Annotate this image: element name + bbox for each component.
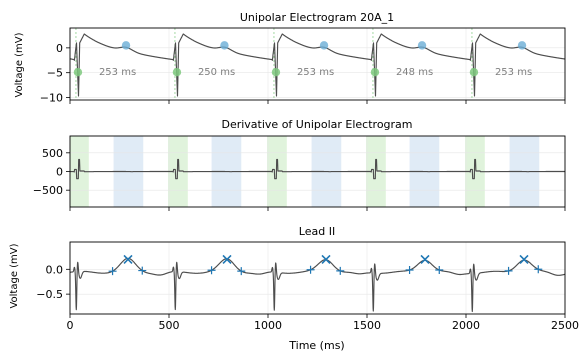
t-window-marker	[336, 266, 345, 275]
derivative-trace	[69, 158, 566, 180]
repolarization-marker	[220, 41, 229, 50]
interval-label: 253 ms	[99, 67, 136, 78]
repolarization-marker	[121, 41, 131, 50]
lead-ii-x-axis: 0 500 1000 1500 2000 2500	[67, 314, 579, 332]
lead-ii-trace	[69, 257, 566, 313]
t-peak-marker	[321, 254, 331, 264]
lead-ii-grid	[69, 242, 566, 314]
y-tick-label: −0.5	[36, 288, 63, 301]
interval-label: 248 ms	[396, 67, 433, 78]
t-window-marker	[138, 266, 147, 275]
t-peak-marker	[222, 254, 232, 264]
lead-ii-frame	[69, 241, 566, 315]
t-window-marker	[207, 266, 216, 275]
activation-marker	[172, 68, 182, 77]
repolarization-marker	[319, 41, 329, 50]
x-tick-label: 1500	[353, 319, 381, 332]
t-window-marker	[237, 267, 246, 276]
y-tick-label: −5	[47, 67, 63, 80]
lead-ii-title: Lead II	[299, 225, 335, 238]
y-tick-label: −10	[40, 92, 63, 105]
x-tick-label: 2000	[452, 319, 480, 332]
repolarization-marker	[417, 41, 427, 50]
interval-label: 250 ms	[198, 67, 235, 78]
unipolar-frame	[69, 27, 566, 101]
lead-ii-ylabel: Voltage (mV)	[9, 243, 20, 308]
y-tick-label: 0.0	[46, 263, 64, 276]
t-window-marker	[504, 266, 513, 275]
unipolar-markers-back	[75, 28, 473, 100]
activation-marker	[73, 68, 83, 77]
y-tick-label: 0	[56, 42, 63, 55]
unipolar-y-axis: 0 −5 −10	[40, 42, 70, 105]
unipolar-markers: 253 ms 250 ms 253 ms 248 ms 253 ms	[73, 41, 532, 78]
x-tick-label: 0	[67, 319, 74, 332]
t-window-marker	[108, 267, 117, 276]
x-tick-label: 500	[159, 319, 180, 332]
lead-ii-markers	[108, 254, 543, 276]
unipolar-x-ticks	[69, 100, 566, 104]
unipolar-title: Unipolar Electrogram 20A_1	[240, 11, 394, 24]
t-peak-marker	[420, 254, 430, 264]
y-tick-label: 500	[42, 147, 63, 160]
derivative-y-axis: 500 0 −500	[33, 147, 70, 197]
x-tick-label: 2500	[551, 319, 579, 332]
y-tick-label: −500	[33, 184, 63, 197]
interval-label: 253 ms	[297, 67, 334, 78]
y-tick-label: 0	[56, 166, 63, 179]
activation-marker	[370, 68, 380, 77]
derivative-title: Derivative of Unipolar Electrogram	[221, 118, 412, 131]
x-tick-label: 1000	[254, 319, 282, 332]
repolarization-marker	[517, 41, 527, 50]
unipolar-ylabel: Voltage (mV)	[14, 32, 25, 97]
unipolar-grid	[69, 28, 566, 100]
interval-label: 253 ms	[495, 67, 532, 78]
activation-marker	[271, 68, 281, 77]
derivative-x-ticks	[69, 207, 566, 211]
unipolar-trace	[69, 33, 566, 97]
t-window-marker	[435, 266, 444, 275]
t-window-marker	[405, 266, 414, 275]
t-window-marker	[306, 265, 315, 274]
t-window-marker	[534, 265, 543, 274]
t-peak-marker	[123, 254, 133, 264]
x-axis-label: Time (ms)	[288, 339, 344, 352]
activation-marker	[469, 68, 479, 77]
lead-ii-y-axis: 0.0 −0.5	[36, 263, 70, 301]
t-peak-marker	[519, 254, 529, 264]
